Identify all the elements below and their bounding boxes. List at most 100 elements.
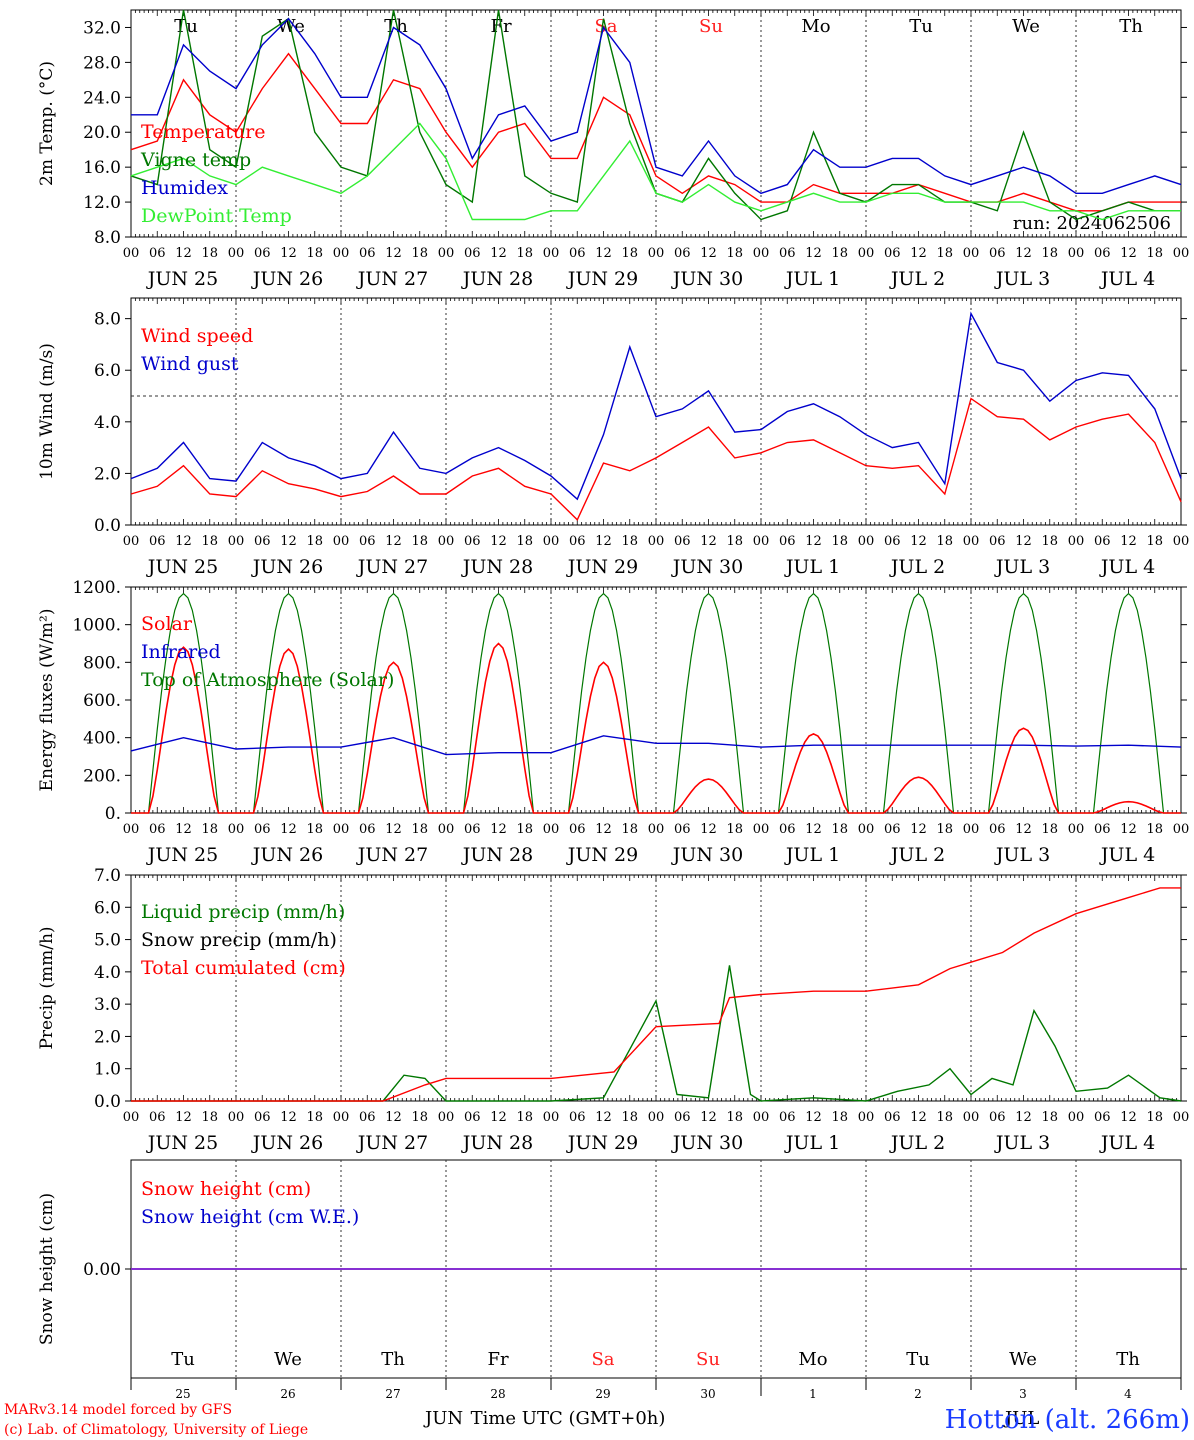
y-tick-label: 4.0 bbox=[94, 963, 121, 983]
date-label: JUL 3 bbox=[994, 844, 1050, 866]
date-label: JUL 1 bbox=[784, 268, 840, 290]
hour-label: 06 bbox=[464, 246, 481, 261]
hour-label: 00 bbox=[1173, 1110, 1190, 1125]
legend-entry: Top of Atmosphere (Solar) bbox=[141, 669, 394, 691]
hour-label: 00 bbox=[753, 1110, 770, 1125]
hour-label: 00 bbox=[753, 246, 770, 261]
date-label: JUL 2 bbox=[889, 844, 945, 866]
hour-label: 12 bbox=[280, 1110, 297, 1125]
day-name-label: Tu bbox=[906, 1349, 930, 1370]
hour-label: 00 bbox=[1173, 246, 1190, 261]
hour-label: 00 bbox=[858, 534, 875, 549]
date-label: JUL 4 bbox=[1099, 556, 1155, 578]
hour-label: 12 bbox=[700, 246, 717, 261]
date-label: JUN 29 bbox=[566, 1132, 638, 1154]
y-tick-label: 4.0 bbox=[94, 413, 121, 433]
legend-entry: Snow height (cm W.E.) bbox=[141, 1206, 359, 1228]
hour-label: 12 bbox=[1015, 534, 1032, 549]
date-label: JUN 28 bbox=[461, 268, 533, 290]
hour-label: 00 bbox=[438, 1110, 455, 1125]
hour-label: 00 bbox=[228, 822, 245, 837]
hour-label: 18 bbox=[831, 822, 848, 837]
hour-label: 12 bbox=[910, 1110, 927, 1125]
hour-label: 18 bbox=[726, 246, 743, 261]
hour-label: 18 bbox=[1041, 246, 1058, 261]
hour-label: 06 bbox=[569, 534, 586, 549]
legend-entry: Liquid precip (mm/h) bbox=[141, 901, 345, 923]
hour-label: 00 bbox=[438, 246, 455, 261]
hour-label: 12 bbox=[1015, 822, 1032, 837]
hour-label: 06 bbox=[359, 822, 376, 837]
y-axis-label: 10m Wind (m/s) bbox=[37, 343, 57, 480]
hour-label: 06 bbox=[674, 1110, 691, 1125]
day-number-label: 25 bbox=[175, 1387, 190, 1401]
legend-entry: Snow precip (mm/h) bbox=[141, 929, 337, 951]
hour-label: 00 bbox=[648, 1110, 665, 1125]
hour-label: 06 bbox=[569, 1110, 586, 1125]
hour-label: 00 bbox=[438, 822, 455, 837]
hour-label: 12 bbox=[490, 1110, 507, 1125]
hour-label: 00 bbox=[648, 822, 665, 837]
y-tick-label: 0. bbox=[105, 804, 121, 824]
hour-label: 06 bbox=[1094, 534, 1111, 549]
y-tick-label: 20.0 bbox=[83, 123, 121, 143]
panel-3: 0. 200. 400. 600. 800. 1000. 1200. Energy fluxe… bbox=[37, 578, 1189, 866]
series-line-temperature bbox=[130, 52, 1181, 212]
hour-label: 12 bbox=[910, 534, 927, 549]
hour-label: 00 bbox=[963, 822, 980, 837]
hour-label: 00 bbox=[228, 246, 245, 261]
date-label: JUN 30 bbox=[671, 1132, 743, 1154]
hour-label: 18 bbox=[411, 534, 428, 549]
day-number-label: 2 bbox=[914, 1387, 922, 1401]
date-label: JUL 3 bbox=[994, 556, 1050, 578]
hour-label: 06 bbox=[674, 246, 691, 261]
y-tick-label: 800. bbox=[83, 653, 121, 673]
hour-label: 12 bbox=[910, 246, 927, 261]
hour-label: 00 bbox=[858, 822, 875, 837]
y-tick-label: 3.0 bbox=[94, 995, 121, 1015]
date-label: JUN 27 bbox=[356, 1132, 428, 1154]
y-tick-label: 6.0 bbox=[94, 898, 121, 918]
x-axis-label: Time UTC (GMT+0h) bbox=[471, 1408, 666, 1429]
hour-label: 18 bbox=[516, 822, 533, 837]
hour-label: 12 bbox=[805, 246, 822, 261]
date-label: JUN 25 bbox=[146, 556, 218, 578]
date-label: JUN 25 bbox=[146, 1132, 218, 1154]
hour-label: 06 bbox=[1094, 246, 1111, 261]
hour-label: 12 bbox=[280, 534, 297, 549]
series-line-dewpoint-temp bbox=[130, 122, 1181, 221]
hour-label: 12 bbox=[175, 534, 192, 549]
hour-label: 06 bbox=[884, 1110, 901, 1125]
date-label: JUL 3 bbox=[994, 1132, 1050, 1154]
hour-label: 00 bbox=[123, 534, 140, 549]
hour-label: 18 bbox=[831, 246, 848, 261]
date-label: JUN 27 bbox=[356, 844, 428, 866]
hour-label: 00 bbox=[543, 246, 560, 261]
hour-label: 18 bbox=[831, 1110, 848, 1125]
date-label: JUN 28 bbox=[461, 556, 533, 578]
hour-label: 18 bbox=[936, 822, 953, 837]
y-tick-label: 8.0 bbox=[94, 228, 121, 248]
run-label: run: 2024062506 bbox=[1013, 213, 1171, 234]
date-label: JUN 28 bbox=[461, 844, 533, 866]
hour-label: 00 bbox=[963, 534, 980, 549]
hour-label: 00 bbox=[123, 1110, 140, 1125]
hour-label: 00 bbox=[1068, 1110, 1085, 1125]
hour-label: 06 bbox=[989, 1110, 1006, 1125]
panel-1: 8.0 12.0 16.0 20.0 24.0 28.0 32.0 2m Temp. (°C)… bbox=[37, 9, 1190, 290]
hour-label: 00 bbox=[543, 822, 560, 837]
hour-label: 18 bbox=[201, 1110, 218, 1125]
date-label: JUN 29 bbox=[566, 268, 638, 290]
series-line-solar bbox=[131, 642, 1181, 814]
hour-label: 18 bbox=[306, 1110, 323, 1125]
day-number-label: 28 bbox=[490, 1387, 505, 1401]
y-tick-label: 1200. bbox=[72, 578, 121, 598]
hour-label: 12 bbox=[1120, 1110, 1137, 1125]
hour-label: 18 bbox=[516, 246, 533, 261]
date-label: JUN 28 bbox=[461, 1132, 533, 1154]
hour-label: 12 bbox=[280, 822, 297, 837]
date-label: JUL 1 bbox=[784, 1132, 840, 1154]
hour-label: 06 bbox=[989, 534, 1006, 549]
panel-frame bbox=[130, 9, 1182, 238]
